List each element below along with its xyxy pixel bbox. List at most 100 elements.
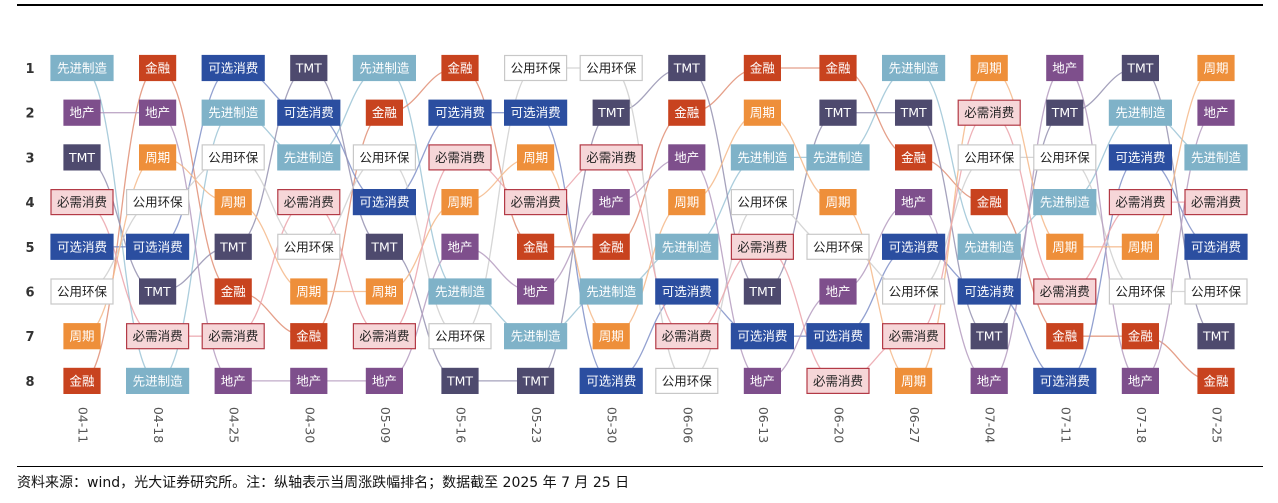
sector-label: 金融 <box>221 284 247 299</box>
sector-label: TMT <box>673 61 700 76</box>
sector-box: 地产 <box>668 144 706 171</box>
sector-box: 地产 <box>1121 367 1160 394</box>
sector-box: 周期 <box>441 189 479 216</box>
sector-box-bg <box>50 278 114 305</box>
sector-box-bg <box>592 323 630 350</box>
sector-box-bg <box>63 367 101 394</box>
sector-box: 周期 <box>743 99 782 126</box>
sector-box: 可选消费 <box>579 367 643 394</box>
sector-label: 先进制造 <box>1115 105 1166 120</box>
sector-box: TMT <box>1046 99 1084 126</box>
sector-label: TMT <box>748 284 775 299</box>
date-label: 06-06 <box>680 407 695 443</box>
sector-box: TMT <box>970 323 1008 350</box>
sector-box: TMT <box>1197 323 1235 350</box>
sector-label: 公用环保 <box>586 61 637 76</box>
sector-box-bg <box>957 278 1021 305</box>
sector-box-bg <box>290 278 328 305</box>
sector-label: 可选消费 <box>511 105 561 120</box>
sector-label: 地产 <box>372 373 397 388</box>
sector-box-bg <box>1033 278 1097 305</box>
sector-label: 地产 <box>674 150 699 165</box>
sector-box-bg <box>881 278 946 305</box>
sector-box-bg <box>1197 54 1235 82</box>
sector-box-bg <box>441 54 479 82</box>
sector-label: 公用环保 <box>359 150 410 165</box>
sector-box: 可选消费 <box>352 189 416 216</box>
sector-label: 公用环保 <box>737 195 788 210</box>
sector-box: 公用环保 <box>579 54 643 82</box>
sector-label: TMT <box>597 105 624 120</box>
sector-box: 可选消费 <box>1184 233 1248 260</box>
sector-box: 地产 <box>365 367 403 394</box>
sector-label: 必需消费 <box>57 195 107 210</box>
sector-box-bg <box>894 99 933 126</box>
sector-box: 公用环保 <box>881 278 946 305</box>
top-rule <box>17 4 1263 6</box>
sector-label: 地产 <box>1128 373 1153 388</box>
sector-box-bg <box>352 54 416 82</box>
sector-box: TMT <box>1121 54 1160 82</box>
sector-box: 必需消费 <box>655 323 719 350</box>
sector-label: 金融 <box>1203 373 1229 388</box>
sector-label: 周期 <box>523 150 548 165</box>
sector-box-bg <box>63 99 101 126</box>
sector-box: 地产 <box>970 367 1008 394</box>
sector-box: 地产 <box>592 189 630 216</box>
rank-label: 6 <box>25 286 34 301</box>
sector-box-bg <box>214 278 252 305</box>
sector-box: 可选消费 <box>504 99 568 126</box>
sector-label: 必需消费 <box>511 195 561 210</box>
sector-label: 先进制造 <box>284 150 335 165</box>
sector-box: 先进制造 <box>277 144 341 171</box>
date-label: 07-18 <box>1134 407 1149 443</box>
sector-box-bg <box>277 99 341 126</box>
sector-label: 周期 <box>1203 61 1228 76</box>
sector-label: 地产 <box>750 373 775 388</box>
sector-label: 公用环保 <box>133 195 184 210</box>
sector-box: 地产 <box>516 278 555 305</box>
sector-label: 金融 <box>447 61 473 76</box>
sector-box-bg <box>970 54 1008 82</box>
sector-box-bg <box>504 99 568 126</box>
sector-label: 先进制造 <box>586 284 637 299</box>
sector-label: 金融 <box>901 150 927 165</box>
sector-label: 周期 <box>69 329 94 344</box>
sector-box: 必需消费 <box>1184 189 1248 216</box>
sector-label: 周期 <box>977 61 1002 76</box>
sector-label: TMT <box>295 61 322 76</box>
sector-box: 周期 <box>290 278 328 305</box>
date-label: 06-13 <box>756 407 771 443</box>
sector-box-bg <box>428 144 492 171</box>
sector-box-bg <box>1197 367 1235 394</box>
sector-label: 地产 <box>1052 61 1077 76</box>
sector-label: 金融 <box>69 373 95 388</box>
sector-box-bg <box>806 367 870 394</box>
sector-label: 先进制造 <box>133 373 184 388</box>
sector-label: 周期 <box>825 195 850 210</box>
date-axis: 04-11 04-18 04-25 04-30 05-09 05-16 05-23 05-30… <box>76 407 1225 443</box>
sector-label: 公用环保 <box>284 239 335 254</box>
sector-label: TMT <box>219 239 246 254</box>
sector-box: 先进制造 <box>1184 144 1248 171</box>
sector-box: 先进制造 <box>579 278 643 305</box>
sector-box-bg <box>201 99 265 126</box>
sector-box-bg <box>1033 189 1097 216</box>
sector-box: 周期 <box>819 189 857 216</box>
sector-box: 公用环保 <box>1108 278 1173 305</box>
sector-box: 金融 <box>592 233 630 260</box>
sector-box: 公用环保 <box>352 144 416 171</box>
sector-label: 周期 <box>145 150 170 165</box>
sector-box-bg <box>290 367 328 394</box>
sector-box: 地产 <box>1197 99 1235 126</box>
sector-box-bg <box>894 367 933 394</box>
sector-box-bg <box>1033 144 1097 171</box>
sector-box-bg <box>592 99 630 126</box>
sector-box: 必需消费 <box>1108 189 1173 216</box>
sector-label: TMT <box>1202 329 1229 344</box>
sector-box: 先进制造 <box>125 367 190 394</box>
sector-box: 周期 <box>63 323 101 350</box>
sector-box-bg <box>819 189 857 216</box>
sector-box: 先进制造 <box>428 278 492 305</box>
sector-label: 先进制造 <box>813 150 864 165</box>
